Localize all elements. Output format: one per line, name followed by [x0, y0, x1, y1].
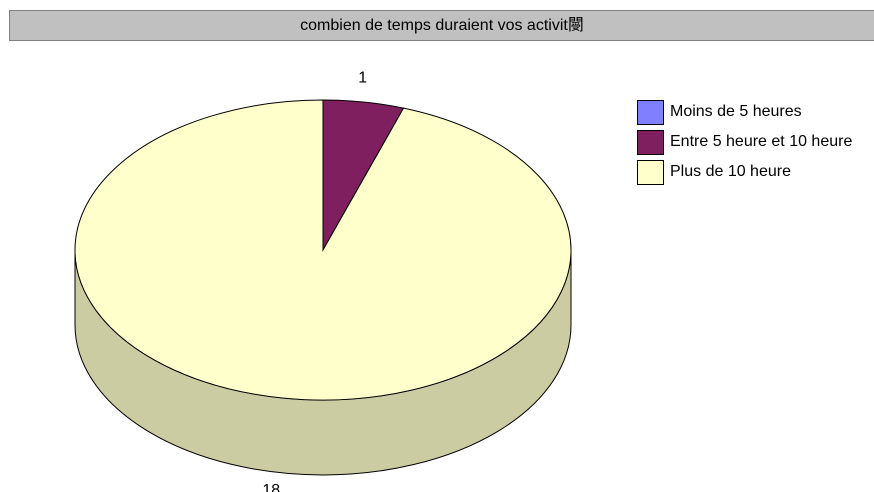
- legend-label: Plus de 10 heure: [670, 163, 791, 180]
- legend-label: Moins de 5 heures: [670, 103, 802, 120]
- legend-swatch: [637, 130, 664, 155]
- legend-swatch: [637, 160, 664, 185]
- data-label: 1: [358, 70, 367, 87]
- pie-slice: [74, 99, 572, 401]
- legend-swatch: [637, 100, 664, 125]
- title-bar: [9, 10, 874, 41]
- data-label: 18: [262, 482, 280, 492]
- chart-title: combien de temps duraient vos activit閿: [300, 16, 584, 34]
- legend-label: Entre 5 heure et 10 heure: [670, 133, 852, 150]
